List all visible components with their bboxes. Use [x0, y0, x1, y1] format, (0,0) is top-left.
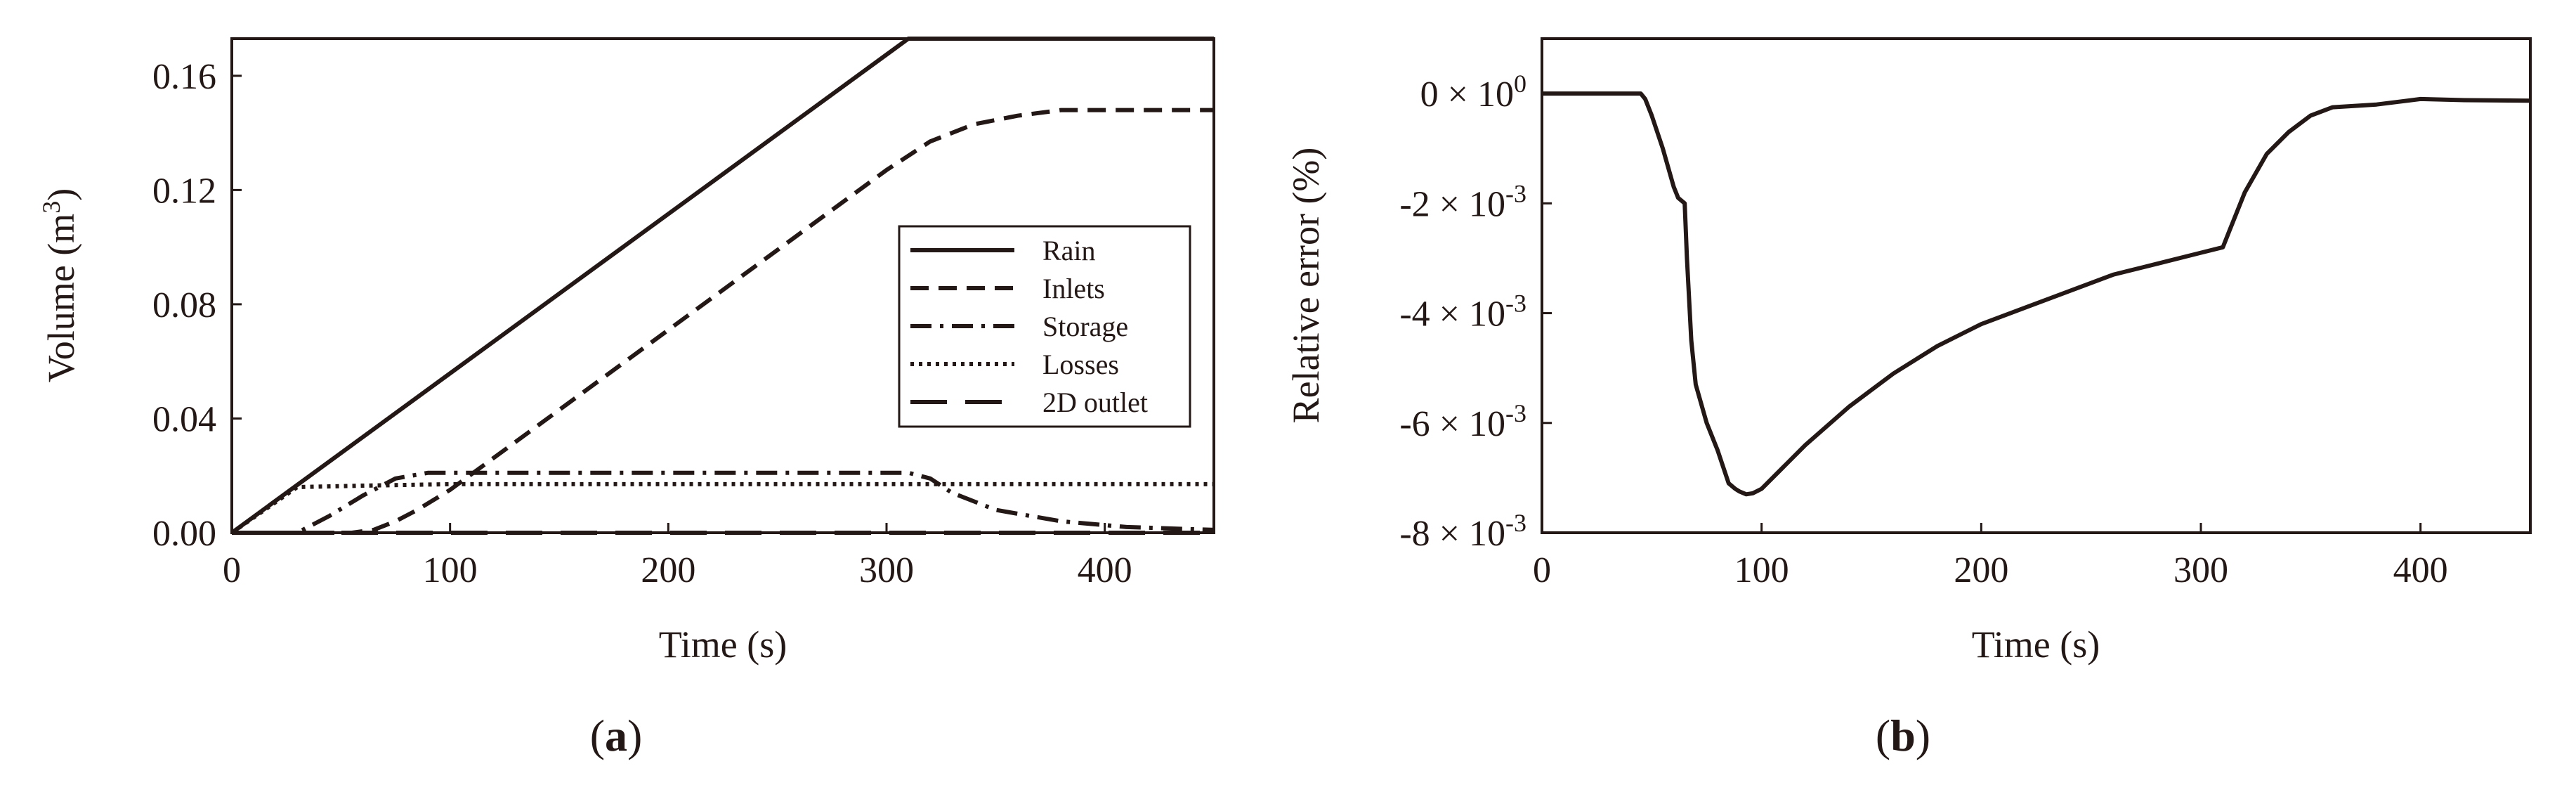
panel-a-y-tick-labels: 0.00 0.04 0.08 0.12 0.16 — [152, 57, 216, 554]
legend-label-2d-outlet: 2D outlet — [1042, 387, 1148, 418]
a-y-tick-label: 0.12 — [152, 171, 216, 211]
b-y-tick-label: -4 × 10-3 — [1399, 290, 1526, 335]
a-y-tick-label: 0.00 — [152, 514, 216, 554]
b-y-tick-label: -2 × 10-3 — [1399, 179, 1526, 224]
panel-a-volume-chart: 0 100 200 300 400 0.00 0.04 0.08 0.12 0.16 Time … — [37, 37, 1215, 760]
panel-b-relative-error-chart: 0 100 200 300 400 0 × 100 -2 × 10-3 -4 × 10-3 -… — [1285, 37, 2532, 760]
a-series-losses-line — [230, 481, 1214, 535]
legend-label-inlets: Inlets — [1042, 273, 1105, 304]
a-y-tick-label: 0.04 — [152, 399, 216, 439]
b-x-tick-label: 200 — [1954, 550, 2008, 590]
panel-a-x-axis-label: Time (s) — [659, 623, 787, 666]
panel-b-y-tick-labels: 0 × 100 -2 × 10-3 -4 × 10-3 -6 × 10-3 -8 × 1… — [1399, 70, 1526, 554]
a-series-storage-line — [232, 470, 1215, 535]
panel-b-y-axis-label: Relative error (%) — [1285, 148, 1327, 424]
b-x-tick-label: 400 — [2393, 550, 2448, 590]
b-y-tick-label: -8 × 10-3 — [1399, 509, 1526, 554]
a-series-inlets-line — [232, 108, 1214, 535]
panel-a-plot-frame — [230, 37, 1215, 534]
b-y-tick-label: 0 × 100 — [1420, 70, 1526, 115]
a-x-tick-label: 200 — [641, 550, 695, 590]
panel-b-axis-ticks — [1541, 92, 2422, 534]
panel-a-label: (a) — [590, 711, 643, 760]
legend-label-storage: Storage — [1042, 311, 1128, 342]
a-series-rain-line — [230, 37, 1214, 535]
a-x-tick-label: 300 — [859, 550, 914, 590]
panel-a-legend-box — [898, 225, 1191, 428]
panel-b-plot-frame — [1541, 37, 2532, 534]
b-x-tick-label: 100 — [1734, 550, 1789, 590]
panel-b-x-tick-labels: 0 100 200 300 400 — [1533, 550, 2448, 590]
legend-label-rain: Rain — [1042, 235, 1096, 266]
b-x-tick-label: 0 — [1533, 550, 1551, 590]
panel-b-label: (b) — [1876, 711, 1930, 760]
a-x-tick-label: 100 — [423, 550, 478, 590]
panel-a-series-group — [230, 37, 1215, 535]
panel-a-y-axis-label: Volume (m3) — [37, 188, 82, 382]
panel-a-legend: Rain Inlets Storage Losses 2D outlet — [898, 225, 1191, 428]
panel-a-axis-ticks — [230, 74, 1106, 534]
a-x-tick-label: 400 — [1078, 550, 1132, 590]
a-x-tick-label: 0 — [223, 550, 241, 590]
panel-a-x-tick-labels: 0 100 200 300 400 — [223, 550, 1132, 590]
b-x-tick-label: 300 — [2173, 550, 2228, 590]
b-y-tick-label: -6 × 10-3 — [1399, 399, 1526, 444]
panel-b-x-axis-label: Time (s) — [1972, 623, 2100, 666]
b-series-line-line — [1542, 91, 2531, 497]
a-y-tick-label: 0.16 — [152, 57, 216, 97]
panel-b-series-group — [1542, 91, 2531, 497]
a-y-tick-label: 0.08 — [152, 285, 216, 325]
legend-label-losses: Losses — [1042, 349, 1119, 380]
